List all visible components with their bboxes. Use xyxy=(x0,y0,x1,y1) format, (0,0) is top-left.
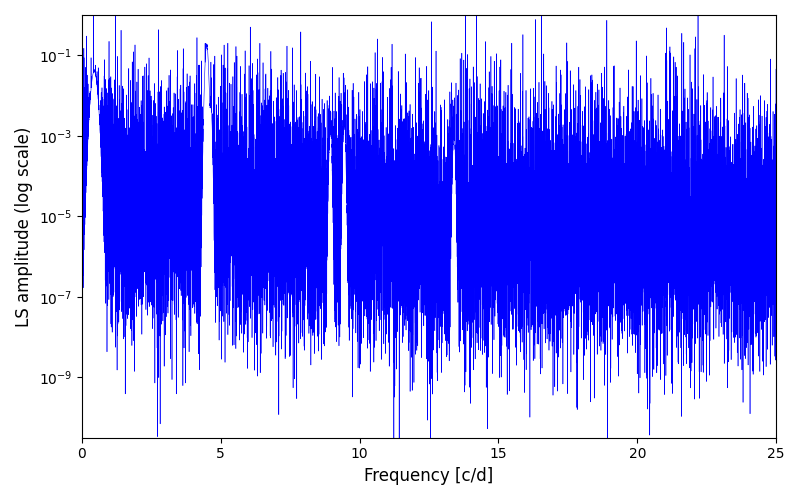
Y-axis label: LS amplitude (log scale): LS amplitude (log scale) xyxy=(15,126,33,326)
X-axis label: Frequency [c/d]: Frequency [c/d] xyxy=(364,467,494,485)
